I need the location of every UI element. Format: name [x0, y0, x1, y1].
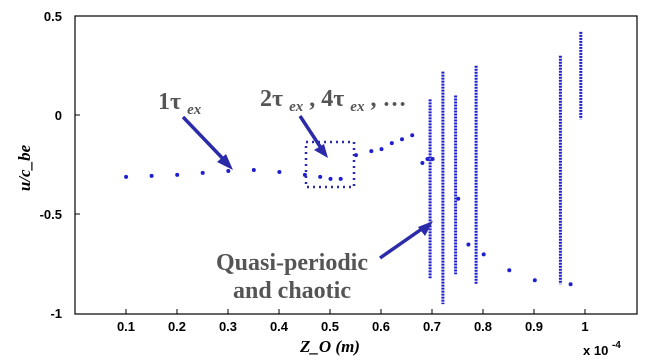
data-point — [251, 168, 256, 172]
annotation-one-tau: 1τ — [158, 89, 181, 115]
y-tick-label: -1 — [50, 306, 62, 321]
data-point — [318, 174, 323, 179]
x-multiplier-exponent: -4 — [612, 340, 621, 351]
x-tick-label: 1 — [581, 319, 588, 334]
data-point — [481, 252, 486, 257]
arrow-one-tau-head — [217, 154, 233, 170]
y-tick-label: 0 — [55, 108, 62, 123]
x-multiplier: x 10 -4 — [583, 340, 621, 358]
data-point — [400, 137, 404, 142]
data-point — [507, 268, 512, 273]
y-tick-label: 0.5 — [44, 9, 62, 24]
data-point — [369, 149, 374, 154]
x-tick-label: 0.6 — [372, 319, 390, 334]
y-axis-label-text: u/c_be — [15, 144, 34, 191]
x-tick-label: 0.4 — [270, 319, 289, 334]
y-ticks — [75, 114, 80, 215]
data-point — [389, 141, 394, 146]
annotation-quasi-line2: and chaotic — [233, 278, 351, 304]
x-tick-label: 0.2 — [168, 319, 186, 334]
annotation-multi-tau-b-sub: ex — [350, 99, 365, 115]
data-point — [226, 169, 231, 173]
data-point — [277, 170, 282, 174]
data-point — [175, 172, 180, 177]
annotation-multi-tau-c: , … — [370, 86, 406, 112]
dotted-box — [304, 140, 356, 189]
annotation-quasi-line1: Quasi-periodic — [216, 250, 368, 276]
annotation-multi-tau-b: , 4τ — [309, 86, 344, 112]
annotation-multi-tau-a-sub: ex — [289, 99, 304, 115]
annotation-multi-tau-a: 2τ — [260, 86, 283, 112]
data-point — [328, 176, 333, 181]
data-point — [338, 176, 343, 181]
annotation-one-tau-sub: ex — [187, 102, 202, 118]
arrow-quasi — [379, 224, 427, 260]
arrow-multi-tau — [298, 115, 325, 152]
svg-text:1τ ex: 1τ ex — [158, 89, 202, 118]
x-tick-label: 0.9 — [525, 319, 543, 334]
data-points — [124, 31, 583, 305]
x-tick-label: 0.5 — [321, 319, 339, 334]
x-axis-label: Z_O (m) — [299, 337, 360, 356]
plot-frame — [74, 15, 638, 315]
data-point — [200, 170, 205, 175]
svg-text:x 10 -4: x 10 -4 — [583, 340, 621, 358]
x-tick-label: 0.8 — [474, 319, 492, 334]
annotations: 1τ ex 2τ ex , 4τ ex , … Quasi-periodic a… — [158, 86, 406, 304]
data-point — [425, 157, 430, 161]
data-point — [456, 196, 461, 201]
x-ticks — [125, 309, 586, 314]
data-point — [466, 242, 471, 247]
arrow-multi-tau-head — [314, 144, 328, 158]
data-point — [420, 161, 425, 165]
x-tick-labels: 0.1 0.2 0.3 0.4 0.5 0.6 0.7 0.8 0.9 1 — [117, 319, 589, 334]
x-axis-label-text: Z_O (m) — [299, 337, 360, 356]
x-tick-label: 0.3 — [219, 319, 237, 334]
x-multiplier-base: x 10 — [583, 343, 608, 358]
svg-text:Z_O (m): Z_O (m) — [299, 337, 360, 356]
y-tick-labels: 0.5 0 -0.5 -1 — [40, 9, 62, 321]
data-point — [568, 282, 573, 287]
x-tick-label: 0.7 — [423, 319, 441, 334]
data-point — [379, 147, 384, 152]
y-tick-label: -0.5 — [40, 207, 62, 222]
arrow-quasi-head — [418, 221, 433, 236]
data-point — [149, 173, 154, 178]
data-point — [410, 133, 415, 138]
data-point — [124, 174, 129, 179]
svg-text:2τ ex , 4τ e: 2τ ex , 4τ ex , … — [260, 86, 406, 117]
annotation-marks — [181, 115, 433, 260]
x-tick-label: 0.1 — [117, 319, 135, 334]
data-point — [302, 172, 307, 177]
y-axis-label: u/c_be — [15, 144, 34, 191]
data-point — [532, 278, 537, 283]
arrow-one-tau — [181, 115, 230, 166]
